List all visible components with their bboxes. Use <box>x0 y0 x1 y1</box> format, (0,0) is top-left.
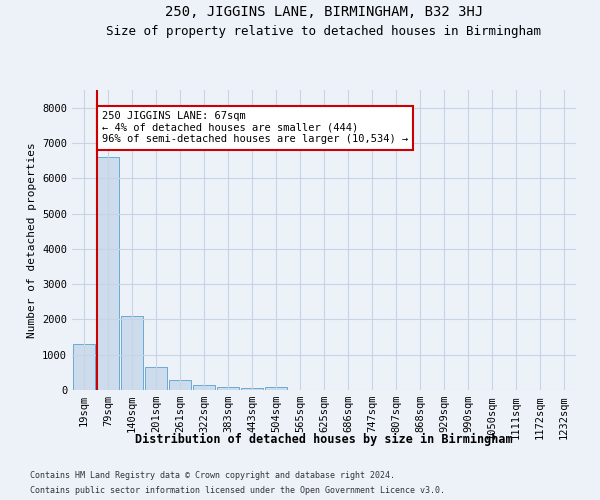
Bar <box>121 316 143 390</box>
Y-axis label: Number of detached properties: Number of detached properties <box>26 142 37 338</box>
Bar <box>169 380 191 390</box>
Bar <box>97 157 119 390</box>
Text: Contains HM Land Registry data © Crown copyright and database right 2024.: Contains HM Land Registry data © Crown c… <box>30 471 395 480</box>
Bar <box>241 388 263 390</box>
Text: 250 JIGGINS LANE: 67sqm
← 4% of detached houses are smaller (444)
96% of semi-de: 250 JIGGINS LANE: 67sqm ← 4% of detached… <box>102 111 408 144</box>
Bar <box>193 386 215 390</box>
Text: Distribution of detached houses by size in Birmingham: Distribution of detached houses by size … <box>135 432 513 446</box>
Bar <box>217 387 239 390</box>
Text: Size of property relative to detached houses in Birmingham: Size of property relative to detached ho… <box>107 25 542 38</box>
Bar <box>145 367 167 390</box>
Bar <box>265 387 287 390</box>
Text: Contains public sector information licensed under the Open Government Licence v3: Contains public sector information licen… <box>30 486 445 495</box>
Text: 250, JIGGINS LANE, BIRMINGHAM, B32 3HJ: 250, JIGGINS LANE, BIRMINGHAM, B32 3HJ <box>165 5 483 19</box>
Bar <box>73 344 95 390</box>
